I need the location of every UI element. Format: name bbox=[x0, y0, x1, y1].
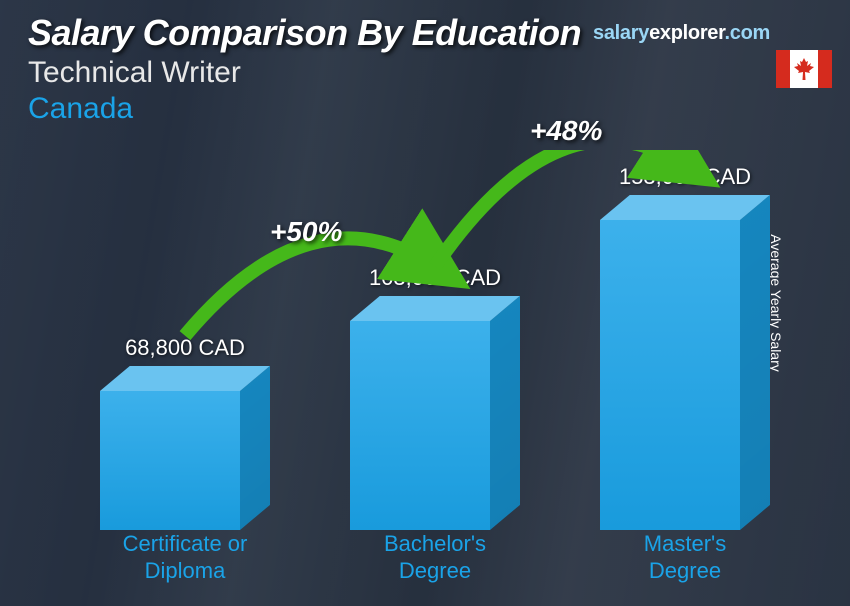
maple-leaf-icon bbox=[794, 58, 814, 80]
bar-value-label: 68,800 CAD bbox=[85, 335, 285, 361]
bar-top bbox=[350, 296, 520, 321]
chart-subtitle: Technical Writer bbox=[28, 56, 581, 90]
bar-front bbox=[350, 321, 490, 530]
chart-location: Canada bbox=[28, 92, 581, 126]
brand-part1: salary bbox=[593, 22, 649, 44]
bar-side bbox=[740, 195, 770, 530]
bar-value-label: 103,000 CAD bbox=[335, 265, 535, 291]
flag-icon bbox=[776, 50, 832, 88]
delta-label: +50% bbox=[270, 216, 342, 248]
bar-value-label: 153,000 CAD bbox=[585, 164, 785, 190]
bar-front bbox=[600, 220, 740, 530]
bar-side bbox=[240, 366, 270, 530]
brand-part2: explorer bbox=[649, 22, 724, 44]
brand-logo: salaryexplorer.com bbox=[593, 22, 770, 45]
chart-title: Salary Comparison By Education bbox=[28, 12, 581, 54]
header: Salary Comparison By Education Technical… bbox=[28, 12, 581, 126]
bar-top bbox=[600, 195, 770, 220]
bar-side bbox=[490, 296, 520, 530]
bar-front bbox=[100, 391, 240, 530]
bar-top bbox=[100, 366, 270, 391]
bar-category-label: Bachelor'sDegree bbox=[335, 531, 535, 584]
bar-chart: 68,800 CAD Certificate orDiploma 103,000 C… bbox=[60, 150, 790, 586]
brand-part3: .com bbox=[725, 22, 770, 44]
bar-category-label: Master'sDegree bbox=[585, 531, 785, 584]
delta-label: +48% bbox=[530, 115, 602, 147]
bar-category-label: Certificate orDiploma bbox=[85, 531, 285, 584]
